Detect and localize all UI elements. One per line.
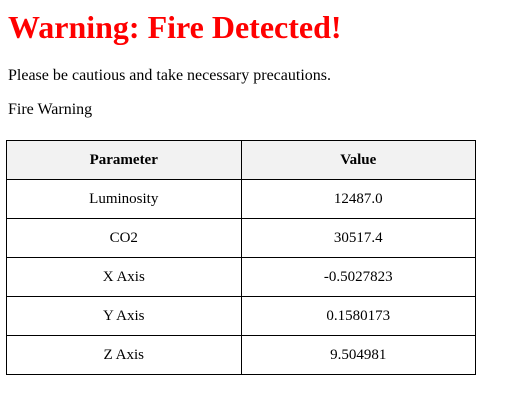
parameter-cell: Luminosity: [6, 179, 242, 219]
value-cell: 30517.4: [240, 218, 476, 258]
parameter-cell: Y Axis: [6, 296, 242, 336]
value-cell: 12487.0: [240, 179, 476, 219]
parameter-cell: Z Axis: [6, 335, 242, 375]
warning-heading: Warning: Fire Detected!: [8, 9, 342, 45]
value-cell: -0.5027823: [240, 257, 476, 297]
table-row: CO2 30517.4: [6, 218, 476, 258]
fire-warning-label: Fire Warning: [8, 101, 93, 118]
header-value: Value: [240, 140, 476, 180]
table-header-row: Parameter Value: [6, 140, 476, 180]
sensor-table: Parameter Value Luminosity 12487.0 CO2 3…: [6, 140, 476, 375]
parameter-cell: X Axis: [6, 257, 242, 297]
table-row: X Axis -0.5027823: [6, 257, 476, 297]
table-row: Y Axis 0.1580173: [6, 296, 476, 336]
caution-message: Please be cautious and take necessary pr…: [8, 67, 331, 84]
parameter-cell: CO2: [6, 218, 242, 258]
header-parameter: Parameter: [6, 140, 242, 180]
table-row: Luminosity 12487.0: [6, 179, 476, 219]
table-row: Z Axis 9.504981: [6, 335, 476, 375]
value-cell: 9.504981: [240, 335, 476, 375]
value-cell: 0.1580173: [240, 296, 476, 336]
